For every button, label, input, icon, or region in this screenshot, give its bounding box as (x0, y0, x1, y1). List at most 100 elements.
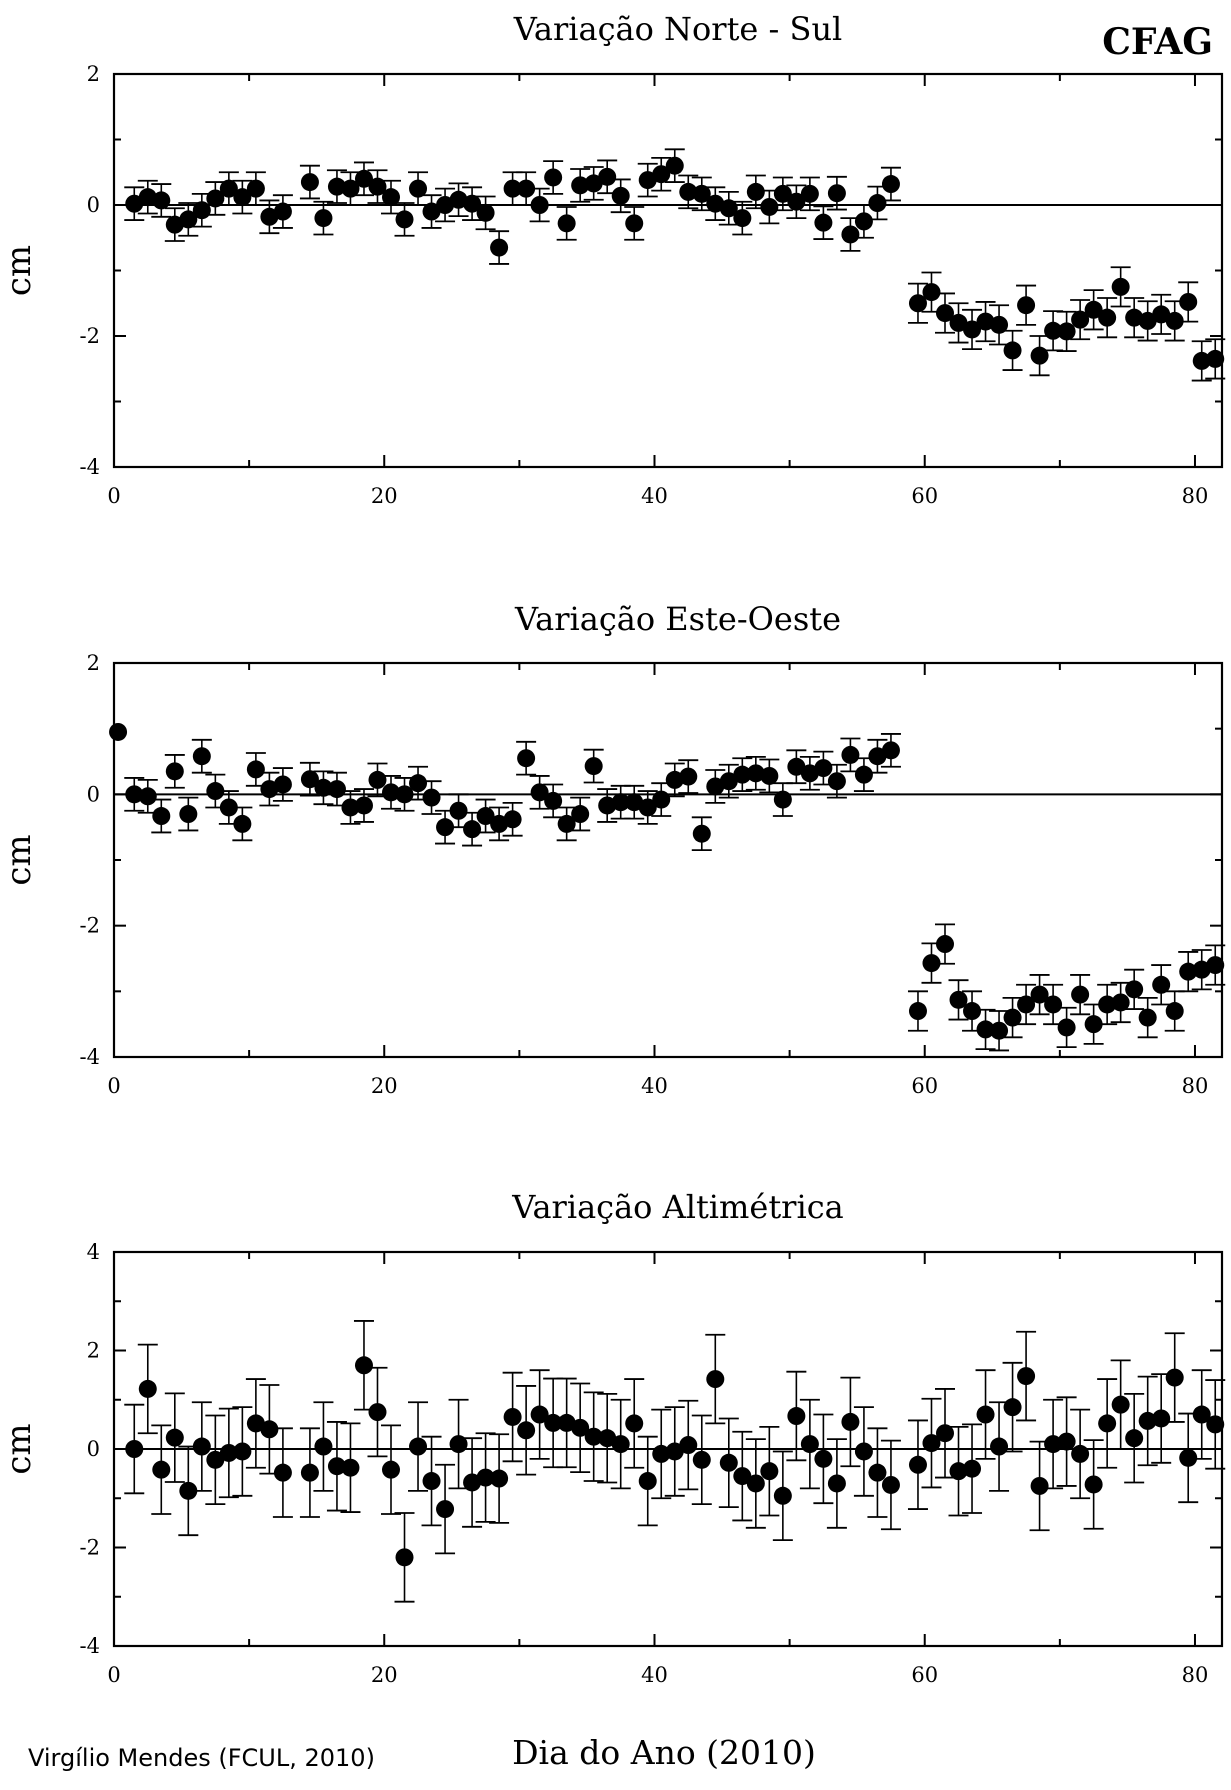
data-point (449, 801, 468, 820)
data-point (652, 1444, 671, 1463)
data-point (233, 814, 252, 833)
data-point (679, 767, 698, 786)
data-point (530, 196, 549, 214)
data-point (827, 772, 846, 791)
data-point (881, 175, 900, 194)
data-point (382, 1460, 400, 1479)
data-point (638, 171, 657, 190)
data-point (314, 1437, 333, 1456)
data-point (733, 209, 752, 228)
data-point (1057, 1432, 1076, 1451)
data-point (109, 722, 128, 741)
data-point (1192, 960, 1211, 979)
data-point (557, 214, 576, 233)
data-point (206, 1450, 225, 1469)
data-point (165, 1428, 184, 1447)
data-point (530, 783, 549, 802)
data-point (1071, 985, 1090, 1004)
data-point (503, 1407, 522, 1426)
data-point (1057, 1018, 1076, 1037)
x-tick-label: 80 (1182, 1663, 1209, 1687)
data-point (990, 1021, 1009, 1040)
data-point (517, 749, 536, 768)
data-point (422, 202, 441, 221)
data-point (571, 805, 590, 824)
data-point (503, 179, 522, 198)
data-point (584, 757, 603, 776)
data-point (868, 194, 887, 213)
data-point (1044, 995, 1063, 1014)
data-point (327, 780, 346, 799)
data-point (463, 1473, 482, 1492)
data-point (395, 210, 414, 229)
data-point (1138, 1008, 1157, 1027)
data-point (760, 766, 779, 785)
data-point (530, 1405, 549, 1424)
data-point (1206, 349, 1225, 368)
x-tick-label: 20 (371, 1663, 398, 1687)
data-point (422, 1472, 441, 1491)
data-point (787, 1407, 806, 1426)
y-tick-label: -2 (80, 1536, 100, 1560)
data-point (1044, 321, 1063, 340)
data-point (1017, 296, 1036, 315)
data-point (949, 1462, 968, 1481)
data-point (598, 796, 617, 815)
data-point (976, 1405, 995, 1424)
data-point (233, 188, 252, 207)
data-point (746, 764, 765, 783)
data-point (760, 1462, 779, 1481)
data-point (1111, 993, 1130, 1012)
data-point (436, 196, 455, 214)
data-point (314, 209, 333, 228)
data-point (963, 1459, 982, 1478)
data-point (192, 1437, 211, 1456)
data-point (787, 192, 806, 211)
data-point (625, 793, 644, 812)
data-point (1098, 1414, 1117, 1433)
data-point (409, 1437, 428, 1456)
data-point (300, 1463, 319, 1482)
data-point (368, 177, 387, 196)
data-point (179, 1481, 198, 1500)
data-point (719, 772, 738, 791)
data-point (976, 312, 995, 331)
data-point (652, 790, 671, 809)
data-point (436, 818, 455, 837)
plot-frame (112, 72, 1224, 469)
data-point (908, 294, 927, 313)
data-point (814, 1449, 833, 1468)
data-point (854, 765, 873, 784)
data-point (733, 1467, 752, 1486)
data-point (354, 169, 373, 188)
data-point (827, 184, 846, 203)
data-point (922, 1434, 941, 1453)
data-point (814, 759, 833, 778)
data-point (908, 1455, 927, 1474)
data-point (219, 179, 238, 198)
data-point (327, 177, 346, 196)
data-point (490, 814, 509, 833)
data-point (908, 1002, 927, 1021)
data-point (773, 1486, 792, 1505)
data-point (476, 807, 495, 826)
data-point (260, 207, 279, 226)
data-point (476, 203, 495, 222)
data-point (557, 814, 576, 833)
data-point (260, 780, 279, 799)
y-axis-label: cm (0, 1423, 39, 1474)
x-axis-label: Dia do Ano (2010) (512, 1733, 816, 1772)
data-point (571, 1418, 590, 1437)
x-tick-label: 60 (911, 1074, 938, 1098)
data-point (1165, 311, 1184, 330)
data-point (273, 1463, 292, 1482)
data-point (598, 1429, 617, 1448)
data-point (449, 1435, 468, 1454)
data-point (1044, 1435, 1063, 1454)
data-point (192, 201, 211, 220)
data-point (179, 805, 198, 824)
data-point (463, 820, 482, 839)
y-tick-label: 2 (87, 62, 100, 86)
